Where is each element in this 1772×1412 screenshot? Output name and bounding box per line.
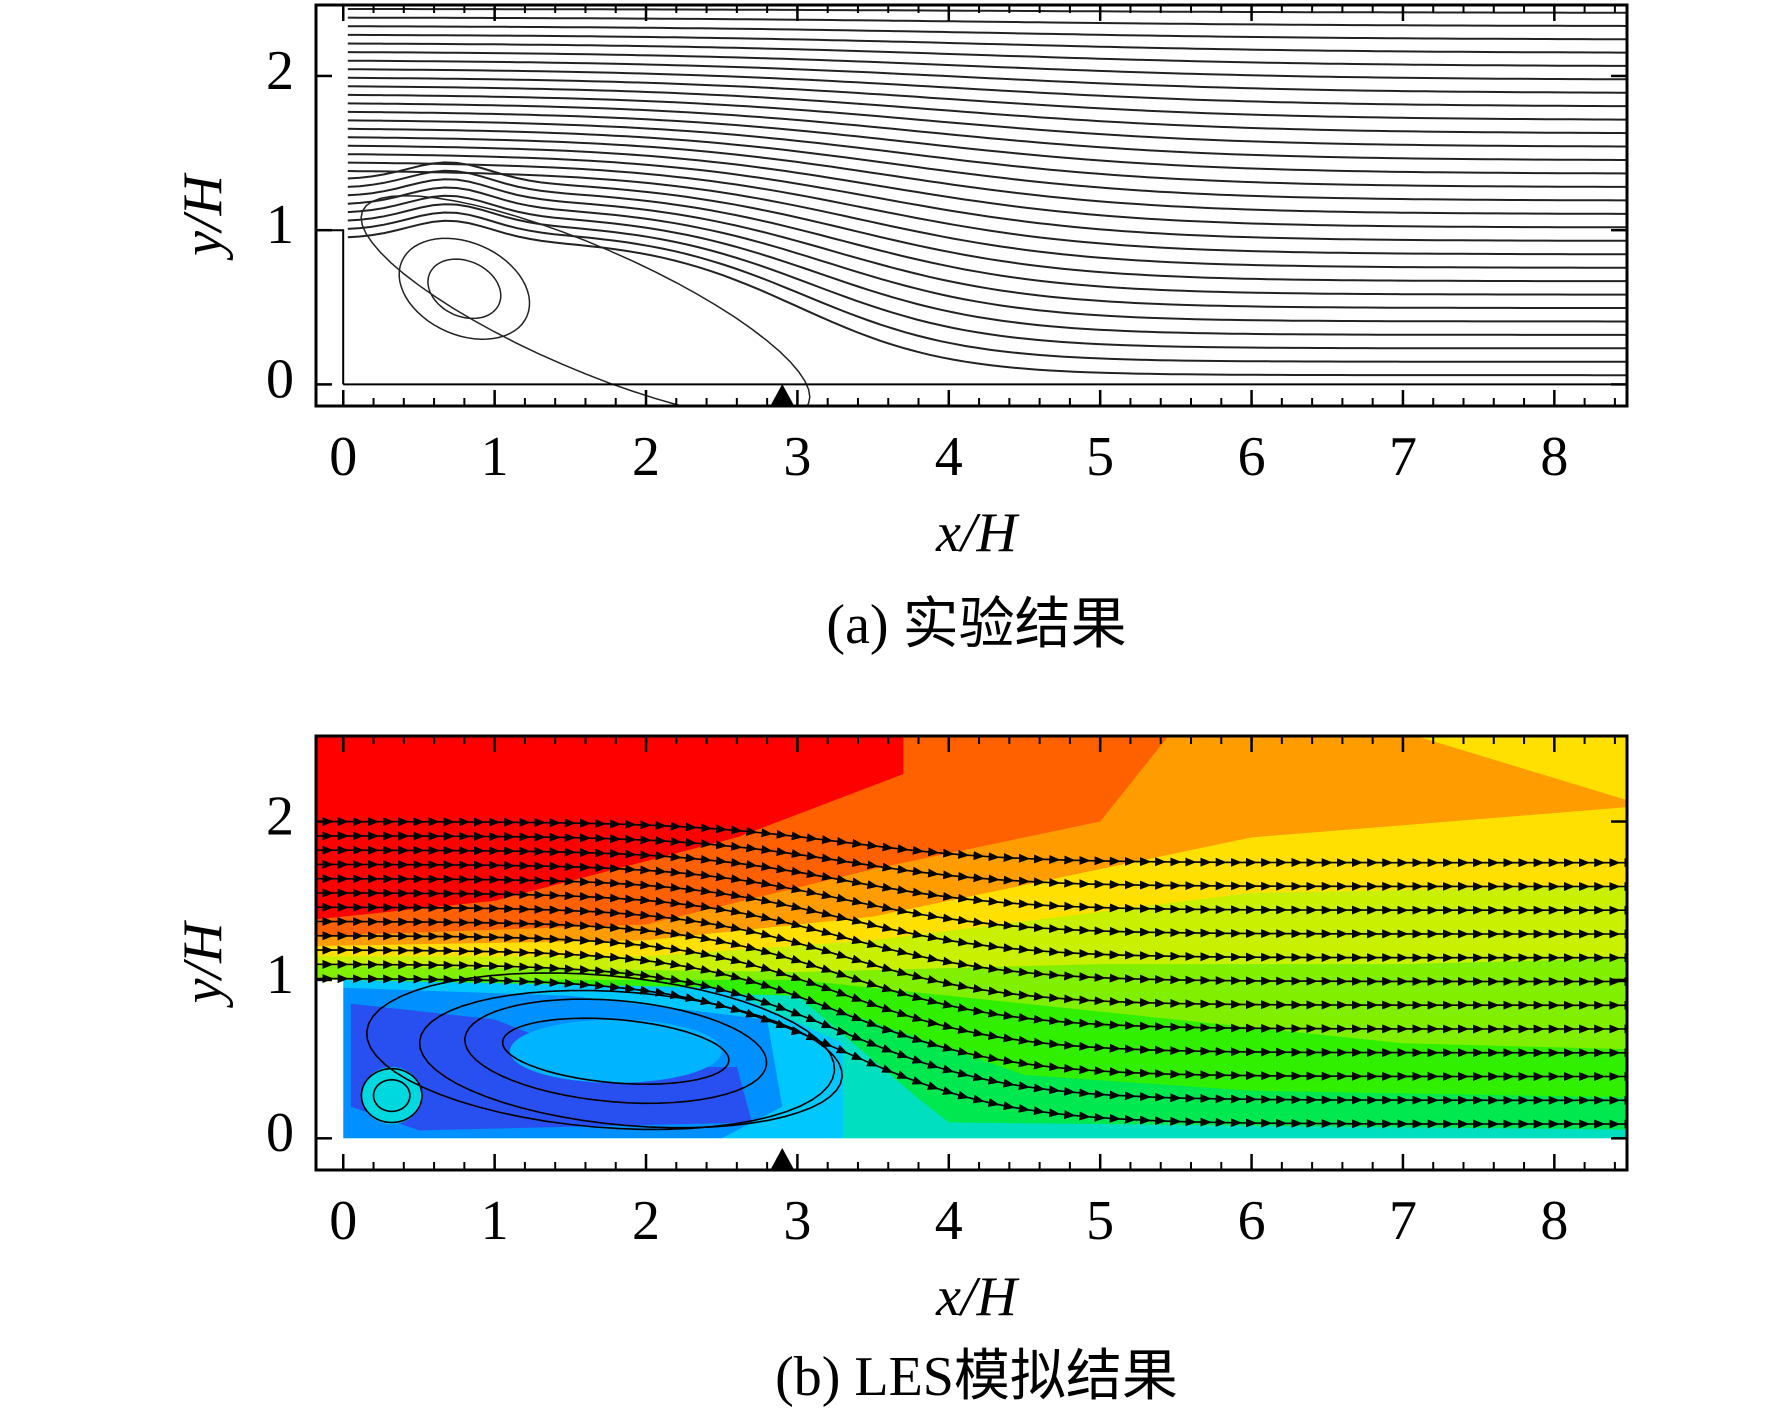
x-tick-label: 1 <box>481 426 509 488</box>
streamline <box>347 119 1627 188</box>
y-tick-label: 1 <box>266 944 294 1006</box>
x-tick-label: 5 <box>1086 1190 1114 1252</box>
streamline <box>347 85 1627 135</box>
x-tick-label: 7 <box>1389 1190 1417 1252</box>
streamline <box>347 93 1627 148</box>
streamline <box>347 136 1627 215</box>
x-tick-label: 1 <box>481 1190 509 1252</box>
x-tick-label: 2 <box>632 426 660 488</box>
y-tick-label: 0 <box>266 1102 294 1164</box>
streamline <box>347 186 1627 323</box>
caption: (a) 实验结果 <box>826 594 1126 656</box>
streamline <box>347 144 1627 229</box>
streamline <box>347 59 1627 94</box>
panel: 0 1 2 3 4 5 6 7 8 0 1 2 x/H y/H (a) 实验结果 <box>172 3 1629 656</box>
x-tick-label: 7 <box>1389 426 1417 488</box>
streamline <box>347 178 1627 309</box>
plot-area <box>316 736 1627 1170</box>
vortex <box>372 1078 411 1113</box>
streamline <box>347 51 1627 81</box>
y-tick-label: 0 <box>266 348 294 410</box>
x-tick-label: 0 <box>329 1190 357 1252</box>
x-tick-label: 8 <box>1540 1190 1568 1252</box>
x-tick-label: 0 <box>329 426 357 488</box>
streamline <box>347 161 1627 256</box>
contour-band <box>509 1019 722 1083</box>
y-tick-label: 1 <box>266 194 294 256</box>
streamline <box>347 76 1627 121</box>
y-tick-label: 2 <box>266 785 294 847</box>
streamline <box>347 33 1627 54</box>
streamline <box>347 211 1627 363</box>
frame <box>314 3 1629 408</box>
vortex <box>427 258 502 320</box>
y-axis-label: y/H <box>172 920 234 1008</box>
x-tick-label: 5 <box>1086 426 1114 488</box>
x-tick-label: 8 <box>1540 426 1568 488</box>
x-axis-label: x/H <box>935 1266 1019 1328</box>
x-tick-label: 4 <box>935 426 963 488</box>
vortex <box>398 237 531 340</box>
streamline <box>347 153 1627 242</box>
streamline <box>316 974 1627 1129</box>
probe <box>770 384 795 406</box>
y-tick-label: 2 <box>266 40 294 102</box>
streamline <box>347 42 1627 67</box>
x-tick-label: 2 <box>632 1190 660 1252</box>
x-tick-label: 6 <box>1238 426 1266 488</box>
x-tick-label: 3 <box>783 1190 811 1252</box>
plot-area <box>328 8 1627 406</box>
y-axis-label: y/H <box>172 173 234 261</box>
streamline <box>347 68 1627 108</box>
streamline <box>347 170 1627 269</box>
panel: 0 1 2 3 4 5 6 7 8 0 1 2 x/H y/H (b) LES模拟结果 <box>172 734 1629 1408</box>
vortex <box>501 1017 730 1086</box>
caption: (b) LES模拟结果 <box>775 1346 1178 1408</box>
frame <box>314 734 1629 1172</box>
streamline <box>347 8 1627 14</box>
streamline <box>347 127 1627 202</box>
streamline <box>347 203 1627 350</box>
streamline <box>347 194 1627 336</box>
streamline <box>347 219 1627 377</box>
wall <box>328 229 345 385</box>
streamline <box>347 102 1627 161</box>
streamline <box>347 169 1627 296</box>
streamline <box>347 161 1627 283</box>
streamline <box>347 16 1627 27</box>
streamline <box>347 110 1627 175</box>
streamline <box>347 25 1627 41</box>
x-tick-label: 4 <box>935 1190 963 1252</box>
x-tick-label: 6 <box>1238 1190 1266 1252</box>
vortex <box>365 972 836 1131</box>
x-tick-label: 3 <box>783 426 811 488</box>
vortex <box>463 998 768 1105</box>
probe <box>770 1148 795 1170</box>
vortex <box>418 989 843 1129</box>
floor <box>316 1138 1627 1170</box>
x-axis-label: x/H <box>935 502 1019 564</box>
vortex <box>360 1067 423 1124</box>
